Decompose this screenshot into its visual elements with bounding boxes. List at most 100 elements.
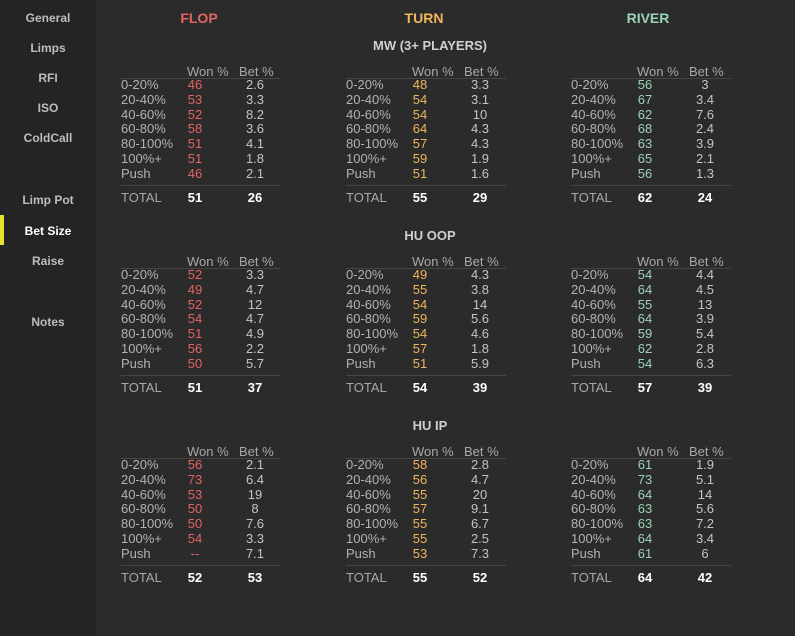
header-divider bbox=[346, 458, 506, 459]
bet-size-bucket-label: 60-80% bbox=[346, 311, 391, 327]
bet-size-bucket-label: Push bbox=[346, 355, 376, 371]
won-pct-value: 46 bbox=[187, 77, 203, 92]
bet-size-bucket-label: 20-40% bbox=[346, 91, 391, 107]
stats-table-hu-oop-turn: Won % Bet % 0-20% 49 4.3 20-40% 55 3.8 40-60% 54 1… bbox=[346, 254, 506, 395]
bet-size-bucket-label: 0-20% bbox=[121, 267, 159, 282]
won-pct-value: 58 bbox=[187, 121, 203, 137]
won-pct-value: 55 bbox=[412, 486, 428, 502]
bet-pct-value: 3.6 bbox=[245, 121, 265, 137]
bet-pct-value: 3.3 bbox=[245, 530, 265, 546]
bet-pct-value: 3.8 bbox=[470, 281, 490, 297]
bet-pct-value: 6.7 bbox=[470, 516, 490, 532]
nav-item-general[interactable]: General bbox=[25, 11, 71, 25]
bet-pct-value: 4.6 bbox=[470, 326, 490, 342]
won-pct-value: 63 bbox=[637, 501, 653, 517]
won-pct-value: 68 bbox=[637, 121, 653, 137]
bet-size-bucket-label: 60-80% bbox=[571, 311, 616, 327]
bet-pct-header: Bet % bbox=[464, 64, 499, 79]
bet-size-bucket-label: 20-40% bbox=[571, 281, 616, 297]
bet-pct-value: 8.2 bbox=[245, 106, 265, 122]
bet-pct-header: Bet % bbox=[464, 444, 499, 459]
table-row: 0-20% 56 2.1 bbox=[121, 457, 281, 473]
won-pct-value: 59 bbox=[412, 150, 428, 166]
won-pct-value: 55 bbox=[637, 296, 653, 312]
bet-size-bucket-label: 0-20% bbox=[121, 457, 159, 472]
won-pct-value: 56 bbox=[412, 471, 428, 487]
won-pct-value: 61 bbox=[637, 457, 653, 472]
won-pct-header: Won % bbox=[187, 64, 229, 79]
bet-pct-value: 3.3 bbox=[245, 91, 265, 107]
table-row: 40-60% 52 12 bbox=[121, 297, 281, 313]
table-row: 100%+ 55 2.5 bbox=[346, 530, 506, 547]
bet-pct-header: Bet % bbox=[689, 254, 724, 269]
bet-pct-value: 1.8 bbox=[245, 150, 265, 166]
bet-pct-value: 9.1 bbox=[470, 501, 490, 517]
won-pct-value: 51 bbox=[412, 165, 428, 181]
table-row: 0-20% 49 4.3 bbox=[346, 267, 506, 283]
total-won-pct: 57 bbox=[637, 379, 653, 395]
stats-table-hu-oop-flop: Won % Bet % 0-20% 52 3.3 20-40% 49 4.7 40-60% 52 1… bbox=[121, 254, 281, 395]
won-pct-value: 49 bbox=[187, 281, 203, 297]
bet-pct-value: 6.4 bbox=[245, 471, 265, 487]
bet-pct-value: 2.8 bbox=[695, 340, 715, 356]
table-row: 40-60% 62 7.6 bbox=[571, 106, 731, 123]
won-pct-value: 53 bbox=[187, 91, 203, 107]
bet-size-bucket-label: 0-20% bbox=[571, 457, 609, 472]
table-header: Won % Bet % bbox=[571, 444, 731, 459]
bet-size-bucket-label: 20-40% bbox=[121, 281, 166, 297]
won-pct-value: 58 bbox=[412, 457, 428, 472]
bet-size-bucket-label: 100%+ bbox=[346, 340, 387, 356]
won-pct-value: 63 bbox=[637, 516, 653, 532]
bet-size-bucket-label: 20-40% bbox=[121, 91, 166, 107]
won-pct-value: 64 bbox=[637, 486, 653, 502]
total-won-pct: 54 bbox=[412, 379, 428, 395]
nav-item-iso[interactable]: ISO bbox=[37, 101, 59, 115]
total-label: TOTAL bbox=[346, 569, 387, 585]
header-divider bbox=[121, 458, 281, 459]
bet-pct-value: 7.1 bbox=[245, 545, 265, 561]
nav-item-notes[interactable]: Notes bbox=[31, 315, 65, 329]
total-bet-pct: 29 bbox=[472, 189, 488, 205]
table-row: 80-100% 57 4.3 bbox=[346, 136, 506, 152]
won-pct-value: 62 bbox=[637, 106, 653, 122]
bet-pct-value: 10 bbox=[472, 106, 488, 122]
won-pct-value: 51 bbox=[187, 136, 203, 152]
nav-item-rfi[interactable]: RFI bbox=[38, 71, 58, 85]
bet-size-bucket-label: Push bbox=[571, 165, 601, 181]
bet-pct-value: 4.9 bbox=[245, 326, 265, 342]
won-pct-value: 59 bbox=[637, 326, 653, 342]
bet-size-bucket-label: 80-100% bbox=[346, 516, 399, 532]
total-row: TOTAL 64 42 bbox=[571, 570, 731, 586]
nav-item-raise[interactable]: Raise bbox=[31, 254, 65, 268]
table-row: 20-40% 54 3.1 bbox=[346, 91, 506, 108]
total-bet-pct: 42 bbox=[697, 569, 713, 585]
won-pct-value: 54 bbox=[187, 311, 203, 327]
header-divider bbox=[121, 78, 281, 79]
won-pct-value: 56 bbox=[637, 165, 653, 181]
bet-pct-value: 4.7 bbox=[470, 471, 490, 487]
table-row: 40-60% 55 20 bbox=[346, 486, 506, 503]
bet-pct-value: 7.2 bbox=[695, 516, 715, 532]
total-row: TOTAL 52 53 bbox=[121, 570, 281, 586]
bet-pct-value: 1.9 bbox=[695, 457, 715, 472]
table-row: 100%+ 59 1.9 bbox=[346, 150, 506, 167]
bet-pct-value: 4.4 bbox=[695, 267, 715, 282]
bet-size-bucket-label: 0-20% bbox=[346, 457, 384, 472]
won-pct-value: 50 bbox=[187, 516, 203, 532]
nav-item-bet-size[interactable]: Bet Size bbox=[24, 224, 72, 238]
won-pct-header: Won % bbox=[637, 64, 679, 79]
bet-pct-value: 6 bbox=[701, 545, 709, 561]
nav-item-limp-pot[interactable]: Limp Pot bbox=[22, 193, 74, 207]
total-label: TOTAL bbox=[121, 379, 162, 395]
won-pct-value: 52 bbox=[187, 106, 203, 122]
total-won-pct: 52 bbox=[187, 569, 203, 585]
won-pct-value: 54 bbox=[412, 326, 428, 342]
table-row: 100%+ 64 3.4 bbox=[571, 531, 731, 547]
nav-item-coldcall[interactable]: ColdCall bbox=[23, 131, 73, 145]
bet-size-bucket-label: 40-60% bbox=[121, 106, 166, 122]
table-row: Push 54 6.3 bbox=[571, 356, 731, 372]
won-pct-value: 55 bbox=[412, 530, 428, 546]
nav-item-limps[interactable]: Limps bbox=[30, 41, 66, 55]
bet-size-bucket-label: 60-80% bbox=[121, 501, 166, 517]
won-pct-value: 51 bbox=[412, 355, 428, 371]
